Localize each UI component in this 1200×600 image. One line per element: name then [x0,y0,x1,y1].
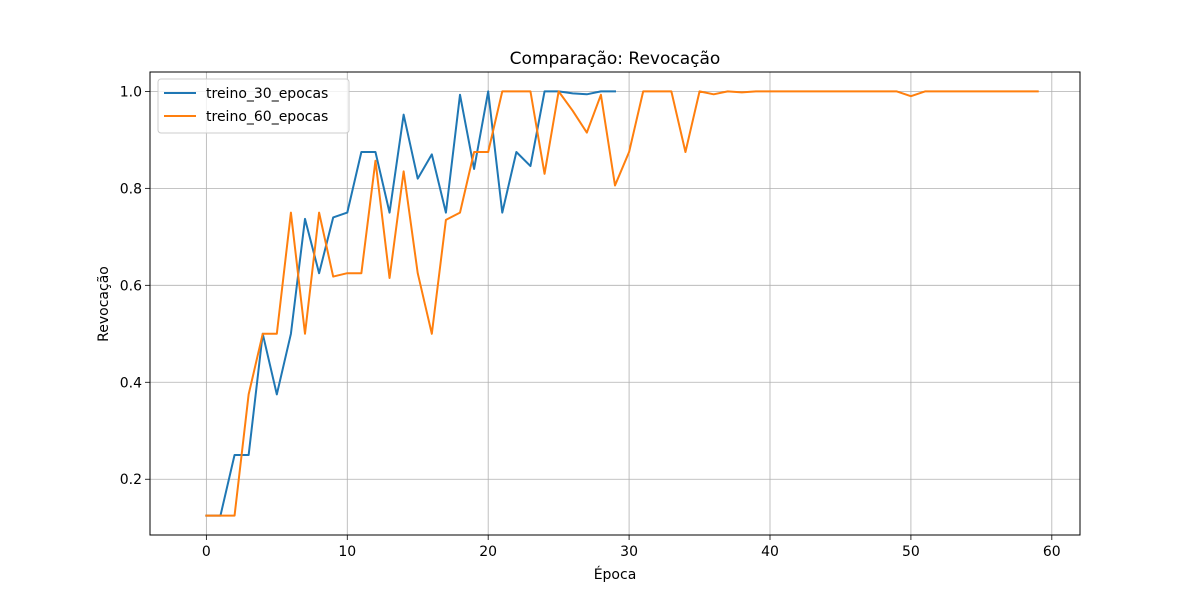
series-line-treino-60-epocas [205,90,1039,517]
grid [150,72,1080,535]
y-tick-label: 0.4 [120,375,142,391]
x-tick-label: 60 [1043,544,1061,560]
x-tick-label: 40 [761,544,779,560]
series-line-treino-30-epocas [205,90,616,517]
series-layer [205,90,1039,517]
x-tick-label: 10 [338,544,356,560]
y-tick-label: 0.8 [120,181,142,197]
x-tick-label: 0 [202,544,211,560]
x-tick-label: 20 [479,544,497,560]
x-tick-label: 50 [902,544,920,560]
legend: treino_30_epocas treino_60_epocas [157,78,350,134]
y-tick-label: 0.2 [120,472,142,488]
legend-box [157,78,350,134]
y-tick-label: 1.0 [120,84,142,100]
x-axis-label: Época [594,566,637,583]
x-axis: 0 10 20 30 40 50 60 [202,535,1061,560]
legend-label-treino-30-epocas: treino_30_epocas [206,86,328,102]
chart-title: Comparação: Revocação [510,49,721,69]
y-axis-label: Revocação [96,266,112,342]
plot-frame [149,71,1081,536]
x-tick-label: 30 [620,544,638,560]
y-tick-label: 0.6 [120,278,142,294]
legend-label-treino-60-epocas: treino_60_epocas [206,109,328,125]
y-axis: 0.2 0.4 0.6 0.8 1.0 [120,84,150,488]
